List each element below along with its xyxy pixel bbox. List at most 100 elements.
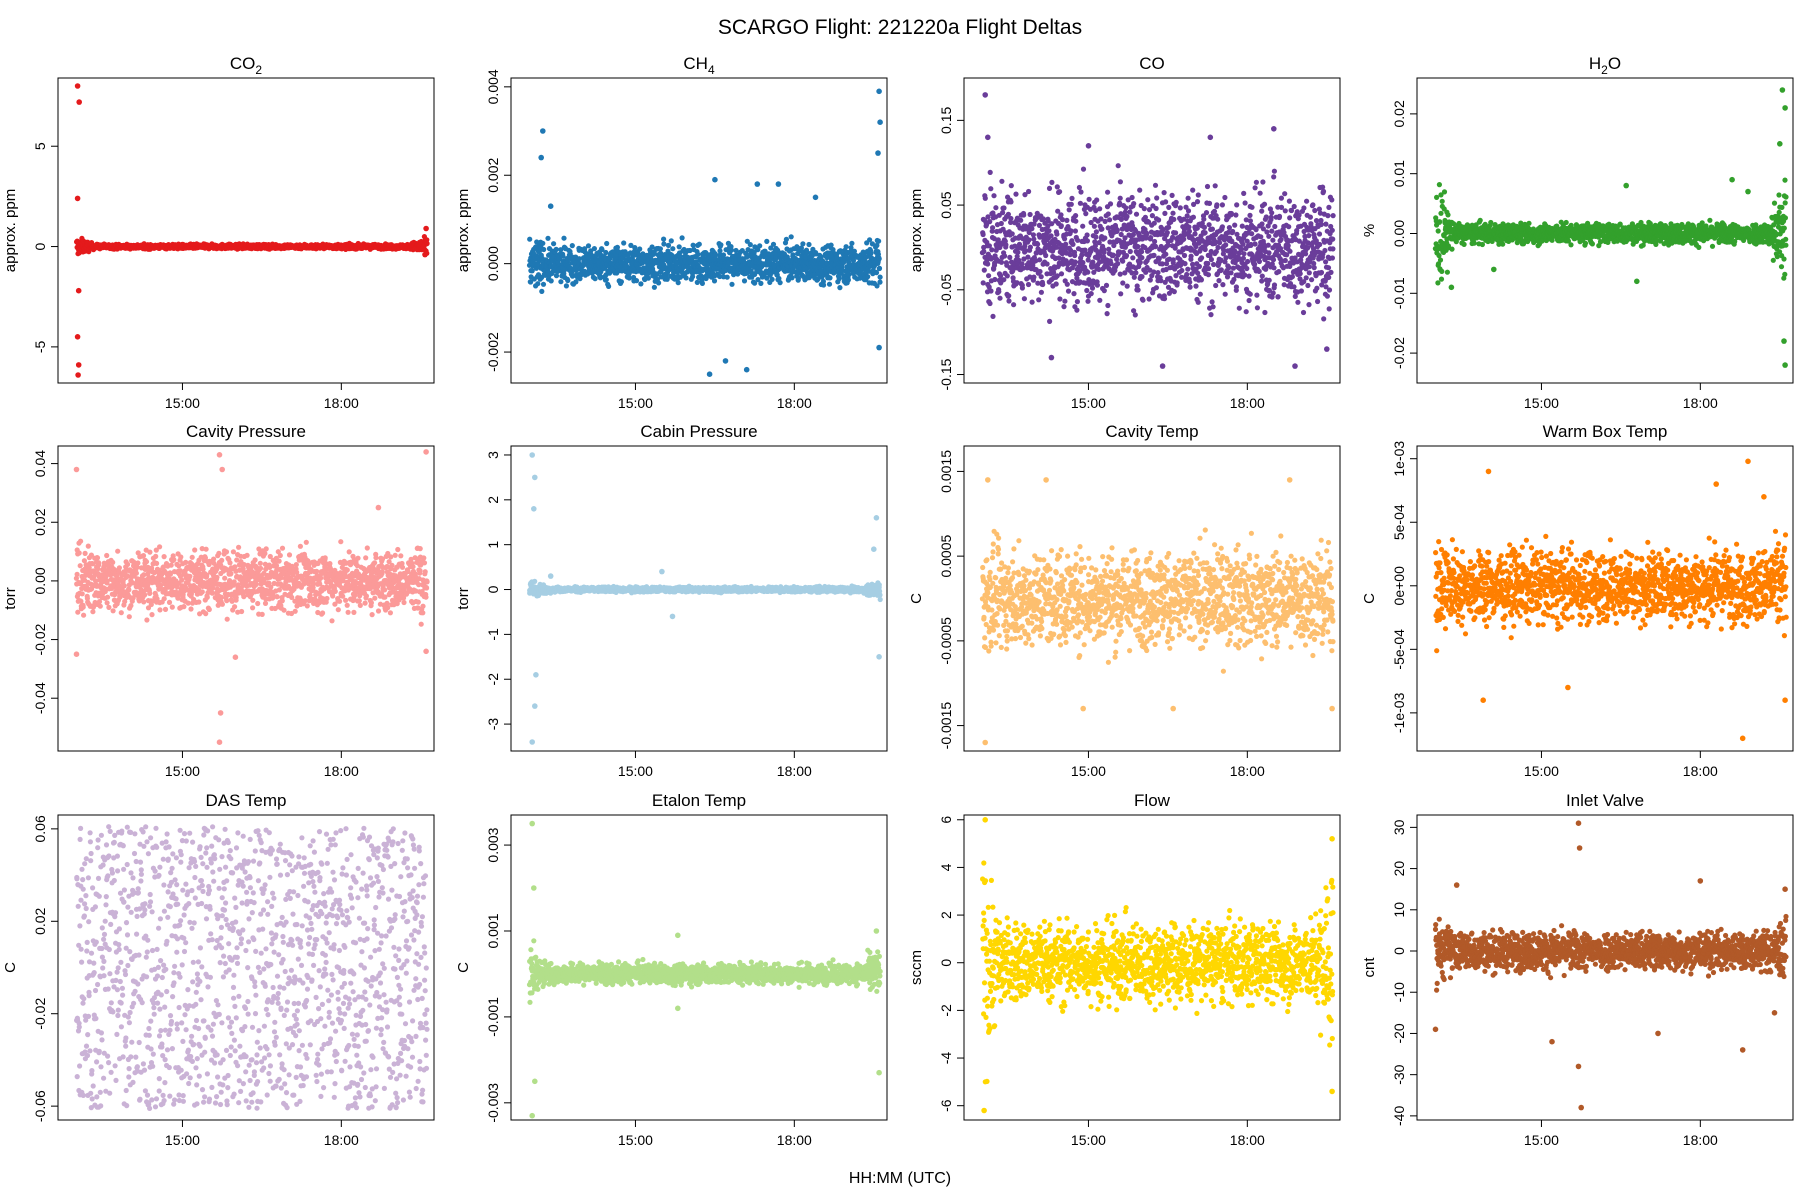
data-point (1208, 312, 1214, 318)
data-point (1016, 257, 1022, 263)
data-point (1021, 256, 1027, 262)
outlier-point (1324, 346, 1330, 352)
data-point (569, 243, 575, 249)
data-point (1234, 231, 1240, 237)
data-point (1114, 256, 1120, 262)
data-point (1322, 247, 1328, 254)
data-point (1301, 279, 1307, 285)
data-point (558, 279, 564, 285)
data-point (877, 274, 883, 280)
data-point (1089, 285, 1096, 291)
data-point (1253, 227, 1259, 233)
data-point (621, 240, 627, 246)
data-point (1222, 194, 1228, 201)
data-point (1124, 213, 1130, 220)
data-point (1219, 224, 1225, 230)
outlier-point (812, 194, 819, 201)
data-point (1062, 236, 1068, 242)
data-point (1195, 270, 1201, 276)
data-point (1199, 255, 1205, 261)
data-point (1137, 259, 1143, 265)
data-point (1129, 194, 1135, 201)
data-point (1072, 259, 1078, 265)
data-point (1266, 277, 1272, 283)
data-point (1479, 241, 1485, 248)
data-point (1228, 270, 1234, 276)
data-point (1197, 291, 1203, 297)
data-point (675, 280, 681, 286)
data-point (1287, 215, 1293, 221)
data-point (573, 279, 579, 285)
data-point (1059, 217, 1066, 223)
data-point (758, 280, 764, 286)
data-point (1054, 273, 1060, 279)
data-point (757, 243, 763, 249)
data-point (1055, 208, 1061, 214)
data-point (541, 246, 547, 253)
outlier-point (1292, 363, 1298, 369)
data-point (804, 250, 810, 256)
data-point (1036, 297, 1042, 303)
data-point (1066, 207, 1072, 213)
data-point (1124, 283, 1130, 289)
outlier-point (1048, 354, 1055, 361)
data-point (657, 246, 664, 252)
data-point (1281, 282, 1287, 288)
data-point (1163, 199, 1169, 205)
data-point (1287, 248, 1293, 254)
data-point (1307, 214, 1313, 220)
data-point (1073, 213, 1079, 219)
data-point (545, 235, 551, 241)
y-tick-label: 0 (32, 242, 48, 250)
data-point (1244, 238, 1250, 244)
data-point (1218, 257, 1224, 263)
data-point (806, 241, 812, 248)
data-point (1282, 257, 1288, 264)
data-point (717, 248, 723, 254)
data-point (1268, 214, 1274, 220)
data-point (800, 241, 806, 247)
data-point (548, 278, 554, 284)
data-point (1276, 213, 1283, 219)
data-point (553, 246, 559, 252)
data-point (1243, 217, 1249, 223)
data-point (724, 274, 730, 280)
data-point (1323, 259, 1329, 265)
data-point (1307, 259, 1313, 265)
data-point (1029, 299, 1035, 305)
data-point (987, 300, 993, 307)
data-point (1314, 285, 1320, 291)
data-point (1107, 217, 1113, 223)
data-point (1286, 224, 1292, 230)
data-point (1259, 208, 1265, 214)
data-point (744, 254, 750, 260)
data-point (561, 235, 567, 241)
data-point (1196, 263, 1202, 270)
data-point (1500, 241, 1506, 247)
data-point (1281, 229, 1287, 236)
data-point (821, 282, 827, 288)
data-point (1219, 202, 1225, 208)
data-point (1133, 211, 1140, 217)
data-point (989, 247, 995, 253)
data-point (1226, 225, 1232, 231)
data-point (1040, 216, 1046, 222)
data-point (1289, 274, 1295, 280)
data-point (1001, 205, 1007, 211)
data-point (1211, 208, 1218, 214)
data-point (1091, 269, 1097, 275)
data-point (1271, 174, 1277, 180)
data-point (741, 278, 748, 284)
data-point (1526, 220, 1532, 226)
data-point (1173, 273, 1179, 279)
data-point (1312, 207, 1318, 214)
data-point (1011, 302, 1017, 308)
data-point (1215, 244, 1221, 251)
data-point (999, 178, 1005, 184)
data-point (1185, 195, 1191, 201)
outlier-point (74, 195, 81, 202)
data-point (1231, 276, 1237, 283)
data-point (683, 275, 689, 281)
outlier-point (877, 119, 883, 125)
data-point (1143, 269, 1149, 275)
